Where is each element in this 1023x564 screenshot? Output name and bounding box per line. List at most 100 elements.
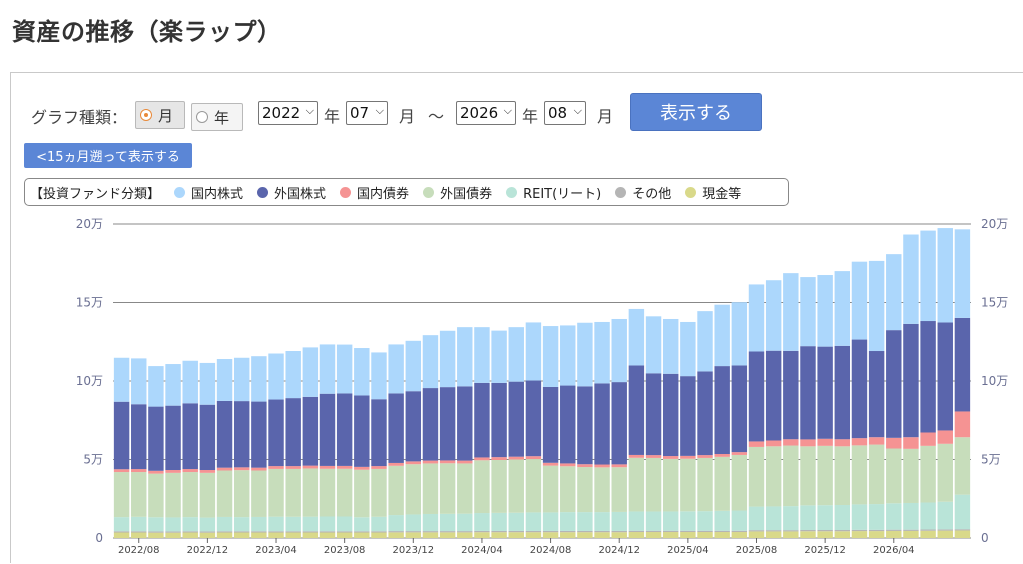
bar-segment[interactable] [336, 393, 353, 466]
bar-segment[interactable] [388, 531, 404, 533]
bar-segment[interactable] [165, 470, 181, 473]
bar-segment[interactable] [457, 532, 473, 538]
bar-segment[interactable] [474, 460, 490, 514]
bar-segment[interactable] [851, 504, 868, 530]
bar-segment[interactable] [937, 529, 953, 531]
bar-segment[interactable] [233, 517, 250, 532]
bar-segment[interactable] [251, 401, 267, 468]
bar-segment[interactable] [233, 470, 250, 518]
bar-segment[interactable] [525, 530, 542, 533]
bar-segment[interactable] [662, 373, 679, 457]
bar-segment[interactable] [491, 530, 507, 533]
bar-segment[interactable] [817, 438, 833, 446]
bar-segment[interactable] [268, 399, 284, 467]
bar-segment[interactable] [697, 371, 713, 456]
bar-segment[interactable] [268, 516, 284, 532]
bar-segment[interactable] [508, 456, 524, 460]
bar-segment[interactable] [113, 531, 130, 533]
bar-segment[interactable] [508, 512, 524, 531]
bar-segment[interactable] [611, 530, 627, 533]
bar-segment[interactable] [662, 458, 679, 512]
bar-segment[interactable] [886, 530, 902, 538]
bar-segment[interactable] [439, 330, 456, 388]
bar-segment[interactable] [560, 530, 576, 533]
bar-segment[interactable] [577, 322, 593, 387]
bar-segment[interactable] [611, 318, 627, 383]
bar-segment[interactable] [611, 382, 627, 465]
bar-segment[interactable] [233, 532, 250, 539]
bar-segment[interactable] [834, 345, 851, 440]
bar-segment[interactable] [251, 356, 267, 402]
bar-segment[interactable] [508, 532, 524, 538]
bar-segment[interactable] [131, 472, 147, 517]
bar-segment[interactable] [920, 502, 936, 530]
bar-segment[interactable] [560, 325, 576, 386]
bar-segment[interactable] [336, 516, 353, 532]
bar-segment[interactable] [714, 510, 730, 531]
bar-segment[interactable] [302, 516, 319, 532]
bar-segment[interactable] [336, 465, 353, 469]
bar-segment[interactable] [714, 532, 730, 538]
bar-segment[interactable] [525, 512, 542, 531]
bar-segment[interactable] [182, 360, 198, 404]
bar-segment[interactable] [542, 386, 559, 463]
bar-segment[interactable] [131, 531, 147, 533]
bar-segment[interactable] [783, 506, 799, 531]
bar-segment[interactable] [903, 530, 919, 538]
bar-segment[interactable] [886, 254, 902, 331]
bar-segment[interactable] [113, 532, 130, 539]
bar-segment[interactable] [731, 510, 748, 531]
bar-segment[interactable] [113, 472, 130, 518]
bar-segment[interactable] [251, 532, 267, 539]
bar-segment[interactable] [834, 505, 851, 530]
bar-segment[interactable] [731, 452, 748, 455]
bar-segment[interactable] [388, 462, 404, 466]
bar-segment[interactable] [457, 386, 473, 461]
bar-segment[interactable] [731, 530, 748, 533]
bar-segment[interactable] [199, 472, 216, 518]
bar-segment[interactable] [834, 439, 851, 447]
bar-segment[interactable] [285, 468, 301, 517]
bar-segment[interactable] [714, 304, 730, 367]
bar-segment[interactable] [268, 468, 284, 517]
bar-segment[interactable] [800, 446, 816, 506]
bar-segment[interactable] [457, 531, 473, 533]
bar-segment[interactable] [851, 438, 868, 446]
bar-segment[interactable] [560, 463, 576, 467]
bar-segment[interactable] [868, 351, 885, 438]
bar-segment[interactable] [765, 440, 782, 447]
bar-segment[interactable] [165, 405, 181, 471]
bar-segment[interactable] [474, 530, 490, 533]
bar-segment[interactable] [662, 318, 679, 374]
bar-segment[interactable] [354, 466, 370, 470]
bar-segment[interactable] [302, 347, 319, 397]
bar-segment[interactable] [851, 529, 868, 532]
bar-segment[interactable] [131, 404, 147, 470]
bar-segment[interactable] [439, 460, 456, 464]
bar-segment[interactable] [680, 458, 696, 512]
bar-segment[interactable] [216, 531, 233, 533]
bar-segment[interactable] [560, 532, 576, 538]
bar-segment[interactable] [457, 463, 473, 514]
bar-segment[interactable] [388, 393, 404, 463]
bar-segment[interactable] [920, 445, 936, 503]
bar-segment[interactable] [148, 366, 164, 407]
bar-segment[interactable] [285, 351, 301, 399]
show-button[interactable]: 表示する [630, 93, 762, 131]
bar-segment[interactable] [868, 529, 885, 532]
bar-segment[interactable] [783, 273, 799, 351]
bar-segment[interactable] [285, 466, 301, 469]
bar-segment[interactable] [577, 467, 593, 513]
bar-segment[interactable] [113, 401, 130, 470]
bar-segment[interactable] [165, 472, 181, 518]
bar-segment[interactable] [336, 468, 353, 517]
bar-segment[interactable] [148, 470, 164, 474]
bar-segment[interactable] [800, 529, 816, 532]
bar-segment[interactable] [199, 532, 216, 538]
bar-segment[interactable] [491, 457, 507, 460]
bar-segment[interactable] [439, 532, 456, 538]
bar-segment[interactable] [954, 317, 971, 412]
bar-segment[interactable] [302, 465, 319, 469]
bar-segment[interactable] [731, 454, 748, 511]
bar-segment[interactable] [182, 469, 198, 473]
